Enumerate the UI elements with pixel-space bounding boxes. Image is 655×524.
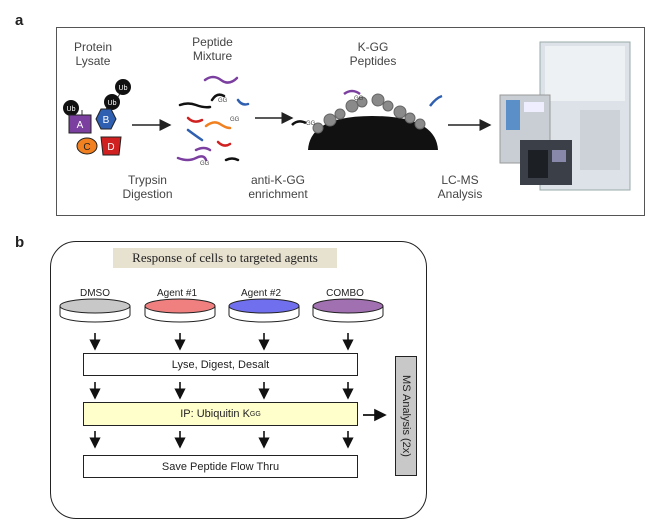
label-kgg-peptides: K-GG Peptides (338, 40, 408, 68)
condition-label-agent2: Agent #2 (240, 288, 282, 299)
protein-c-label: C (83, 142, 90, 153)
panel-a-frame (56, 27, 645, 216)
gg-tag: GG (230, 117, 240, 123)
antibody-bead (291, 89, 443, 150)
label-lcms-line1: LC-MS (441, 173, 479, 187)
step-ip-text: IP: Ubiquitin K (180, 408, 250, 420)
label-protein-lysate-line1: Protein (73, 40, 113, 54)
gg-tag: GG (218, 98, 228, 104)
gg-tag: GG (200, 161, 210, 167)
dish-agent1 (144, 298, 216, 323)
step-ip-ubiquitin: IP: Ubiquitin K GG (83, 402, 358, 426)
step-save-flow-thru: Save Peptide Flow Thru (83, 455, 358, 478)
label-trypsin-digestion: Trypsin Digestion (115, 173, 180, 201)
dish-dmso (59, 298, 131, 323)
dish-combo (312, 298, 384, 323)
label-peptide-mixture-line1: Peptide (192, 35, 233, 49)
label-lcms-line2: Analysis (437, 187, 483, 201)
label-enrichment-line2: enrichment (248, 187, 308, 201)
condition-label-dmso: DMSO (80, 288, 110, 299)
label-trypsin-line2: Digestion (122, 187, 173, 201)
label-lcms-analysis: LC-MS Analysis (425, 173, 495, 201)
panel-b-title: Response of cells to targeted agents (113, 248, 337, 268)
arrows-row-1 (89, 333, 354, 351)
peptide-mixture (176, 75, 250, 162)
dish-agent2 (228, 298, 300, 323)
condition-label-agent1: Agent #1 (156, 288, 198, 299)
lcms-instrument-icon (499, 41, 631, 191)
ub-circle (115, 79, 131, 95)
protein-c (76, 137, 98, 155)
bead (308, 116, 438, 150)
protein-b-label: B (103, 115, 110, 126)
ub-label: Ub (119, 85, 128, 92)
label-kgg-peptides-line2: Peptides (349, 54, 397, 68)
arrows-row-3 (89, 431, 354, 449)
panel-b-frame (50, 241, 427, 519)
ub-label: Ub (67, 106, 76, 113)
label-anti-kgg-enrichment: anti-K-GG enrichment (238, 173, 318, 201)
label-peptide-mixture: Peptide Mixture (180, 35, 245, 63)
protein-a (68, 114, 92, 134)
gg-tag: GG (306, 121, 316, 127)
ub-label: Ub (108, 100, 117, 107)
label-protein-lysate-line2: Lysate (75, 54, 111, 68)
ub-circle (104, 94, 120, 110)
ms-analysis-box: MS Analysis (2x) (395, 356, 417, 476)
label-peptide-mixture-line2: Mixture (192, 49, 233, 63)
gg-tag: GG (354, 96, 364, 102)
label-trypsin-line1: Trypsin (128, 173, 167, 187)
step-ip-superscript: GG (249, 410, 261, 418)
step-lyse-digest-desalt: Lyse, Digest, Desalt (83, 353, 358, 376)
arrows-row-2 (89, 382, 354, 400)
protein-d-label: D (107, 142, 114, 153)
ms-analysis-label: MS Analysis (2x) (400, 375, 412, 457)
panel-letter-a: a (15, 12, 24, 29)
protein-a-label: A (77, 120, 84, 131)
label-enrichment-line1: anti-K-GG (250, 173, 305, 187)
protein-d (100, 136, 122, 156)
label-kgg-peptides-line1: K-GG (357, 40, 389, 54)
condition-label-combo: COMBO (326, 288, 364, 299)
ub-circle (63, 100, 79, 116)
protein-b (95, 108, 117, 130)
protein-complex: Ub Ub Ub A B C D (63, 79, 131, 156)
panel-letter-b: b (15, 234, 25, 251)
label-protein-lysate: Protein Lysate (63, 40, 123, 68)
